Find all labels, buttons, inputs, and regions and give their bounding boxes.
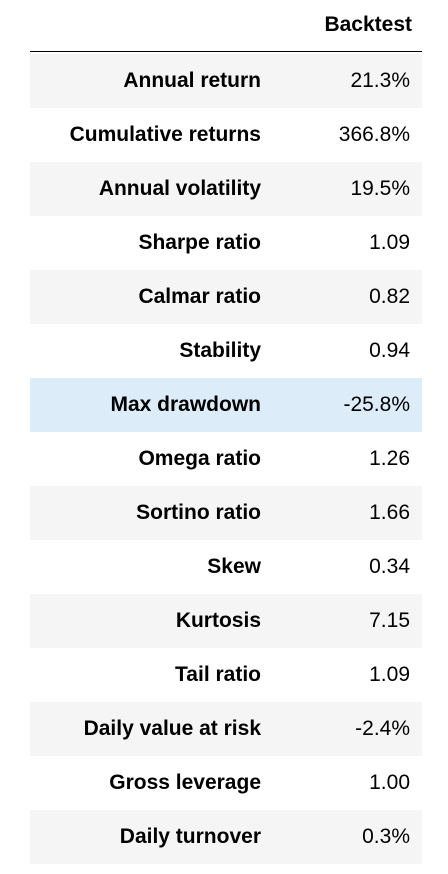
row-label: Sharpe ratio (138, 231, 261, 254)
table-header-row: Backtest (30, 0, 422, 52)
row-label: Omega ratio (138, 447, 261, 470)
table-row: Annual volatility 19.5% (30, 162, 422, 216)
row-label: Gross leverage (109, 771, 261, 794)
row-value: -25.8% (343, 393, 410, 416)
row-label: Daily value at risk (83, 717, 261, 740)
row-value: 21.3% (350, 69, 410, 92)
row-label: Skew (207, 555, 261, 578)
row-value: 1.26 (369, 447, 410, 470)
row-value: 0.82 (369, 285, 410, 308)
table-row-highlighted: Max drawdown -25.8% (30, 378, 422, 432)
row-label: Annual volatility (98, 177, 261, 200)
row-value: 0.34 (369, 555, 410, 578)
table-row: Skew 0.34 (30, 540, 422, 594)
table-row: Cumulative returns 366.8% (30, 108, 422, 162)
table-body: Annual return 21.3% Cumulative returns 3… (30, 54, 422, 864)
row-value: 366.8% (338, 123, 410, 146)
table-row: Calmar ratio 0.82 (30, 270, 422, 324)
row-label: Max drawdown (110, 393, 261, 416)
row-label: Calmar ratio (138, 285, 261, 308)
row-value: 19.5% (350, 177, 410, 200)
row-value: 7.15 (369, 609, 410, 632)
row-label: Daily turnover (119, 825, 261, 848)
row-value: -2.4% (355, 717, 410, 740)
row-label: Kurtosis (175, 609, 261, 632)
row-value: 1.09 (369, 663, 410, 686)
table-row: Gross leverage 1.00 (30, 756, 422, 810)
row-label: Sortino ratio (136, 501, 261, 524)
row-value: 1.66 (369, 501, 410, 524)
table-row: Daily value at risk -2.4% (30, 702, 422, 756)
table-row: Annual return 21.3% (30, 54, 422, 108)
table-row: Kurtosis 7.15 (30, 594, 422, 648)
column-header-backtest: Backtest (324, 13, 412, 36)
table-row: Sortino ratio 1.66 (30, 486, 422, 540)
row-value: 0.3% (362, 825, 410, 848)
row-label: Cumulative returns (69, 123, 261, 146)
table-row: Daily turnover 0.3% (30, 810, 422, 864)
table-row: Sharpe ratio 1.09 (30, 216, 422, 270)
row-value: 1.09 (369, 231, 410, 254)
table-row: Stability 0.94 (30, 324, 422, 378)
table-row: Omega ratio 1.26 (30, 432, 422, 486)
row-value: 0.94 (369, 339, 410, 362)
row-value: 1.00 (369, 771, 410, 794)
row-label: Stability (179, 339, 261, 362)
row-label: Tail ratio (175, 663, 261, 686)
table-row: Tail ratio 1.09 (30, 648, 422, 702)
row-label: Annual return (123, 69, 261, 92)
